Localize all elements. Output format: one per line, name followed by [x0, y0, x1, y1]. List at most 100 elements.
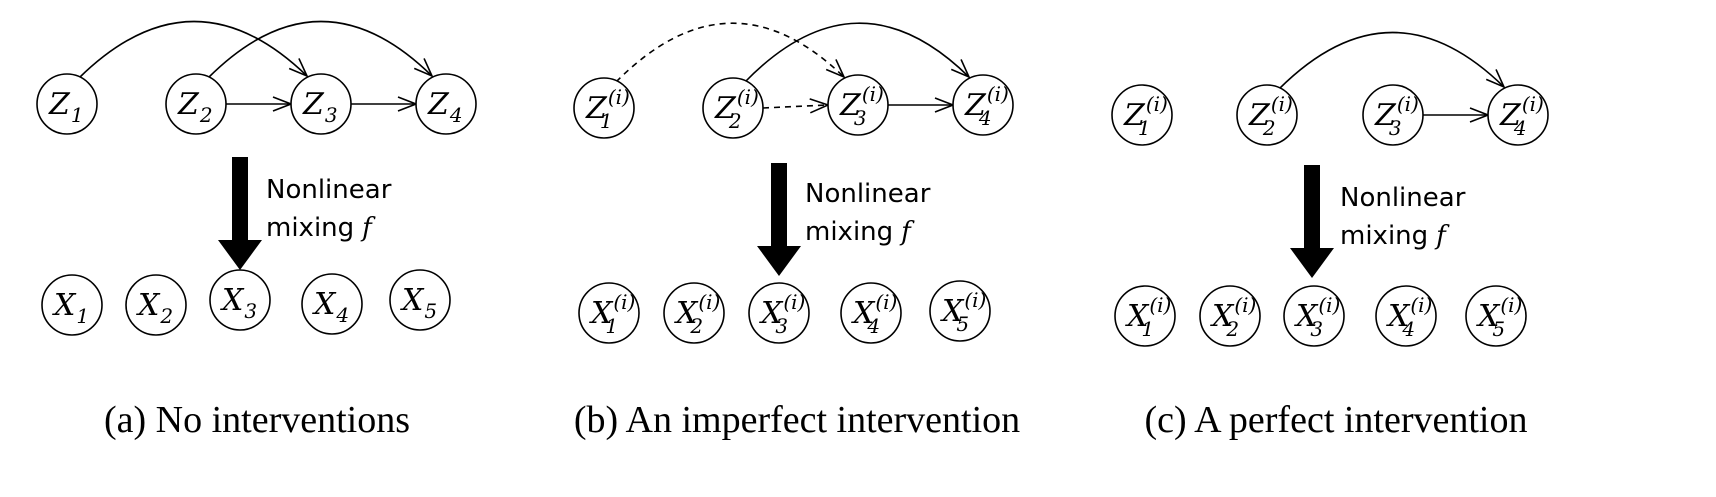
observed-node-x3-label: X(i) 3 [759, 290, 805, 338]
latent-node-z3-circle [1362, 84, 1424, 146]
latent-node-z4-label: Z(i) 4 [964, 82, 1009, 130]
observed-node-x5-label: X(i) 5 [940, 288, 986, 336]
latent-node-z1-label: Z(i) 1 [585, 85, 630, 133]
observed-node-x3: X(i) 3 [1283, 285, 1345, 347]
mixing-arrow-shaft [1304, 165, 1320, 252]
mixing-arrow-head [757, 246, 801, 276]
observed-node-x4-label: X(i) 4 [1386, 293, 1432, 341]
latent-node-z3-label: Z3 [302, 87, 338, 127]
mixing-label-line2: mixing f [266, 213, 376, 243]
observed-node-x5-circle [389, 269, 451, 331]
panel-caption: (b) An imperfect intervention [574, 399, 1020, 441]
latent-node-z2-circle [1236, 84, 1298, 146]
latent-node-z1-label: Z(i) 1 [1123, 92, 1168, 140]
observed-node-x1-label: X(i) 1 [1125, 293, 1171, 341]
observed-node-x4-circle [1375, 285, 1437, 347]
observed-node-x2-label: X2 [136, 288, 173, 328]
latent-node-z4: Z(i) 4 [952, 74, 1014, 136]
observed-node-x5: X5 [389, 269, 451, 331]
observed-node-x4-circle [301, 273, 363, 335]
latent-node-z2-label: Z(i) 2 [1248, 92, 1293, 140]
latent-node-z3-circle [827, 74, 889, 136]
mixing-label-line1: Nonlinear [805, 179, 931, 209]
latent-node-z4-circle [952, 74, 1014, 136]
observed-node-x1: X(i) 1 [578, 282, 640, 344]
latent-node-z4: Z(i) 4 [1487, 84, 1549, 146]
panel-a: Z1 Z2 Z3 Z4 X1 X2 X3 X4 X5 Nonlinear mixing f (a) No… [36, 20, 477, 441]
latent-node-z3-circle [290, 73, 352, 135]
latent-node-z4-label: Z(i) 4 [1499, 92, 1544, 140]
observed-node-x5: X(i) 5 [929, 280, 991, 342]
latent-node-z4-label: Z4 [427, 87, 463, 127]
panel-caption: (a) No interventions [104, 399, 410, 441]
observed-node-x5: X(i) 5 [1465, 285, 1527, 347]
latent-node-z1-circle [36, 73, 98, 135]
observed-node-x3-circle [748, 282, 810, 344]
observed-node-x4: X(i) 4 [1375, 285, 1437, 347]
panel-b: Z(i) 1 Z(i) 2 Z(i) 3 Z(i) 4 X(i) 1 X(i) 2 X(i) 3 X(i) 4… [573, 22, 1020, 441]
latent-node-z2-circle [702, 77, 764, 139]
observed-node-x2: X(i) 2 [1199, 285, 1261, 347]
latent-node-z3: Z(i) 3 [827, 74, 889, 136]
observed-node-x1: X1 [41, 274, 103, 336]
observed-node-x2: X2 [125, 274, 187, 336]
observed-node-x1-label: X1 [52, 288, 89, 328]
observed-node-x4-label: X4 [312, 287, 349, 327]
latent-node-z2: Z2 [165, 73, 227, 135]
observed-node-x3-label: X(i) 3 [1294, 293, 1340, 341]
observed-node-x3-label: X3 [220, 283, 257, 323]
edge-z2-z3 [762, 105, 828, 108]
latent-node-z2-label: Z(i) 2 [714, 85, 759, 133]
edge-z2-z4 [207, 20, 432, 79]
edge-z1-z3 [78, 20, 307, 79]
latent-node-z1: Z(i) 1 [573, 77, 635, 139]
observed-node-x3-circle [1283, 285, 1345, 347]
latent-node-z4-circle [1487, 84, 1549, 146]
observed-node-x2-circle [125, 274, 187, 336]
mixing-label-line1: Nonlinear [266, 175, 392, 205]
observed-node-x4: X4 [301, 273, 363, 335]
edge-z1-z3 [615, 22, 844, 83]
latent-node-z2: Z(i) 2 [1236, 84, 1298, 146]
latent-node-z4-circle [415, 73, 477, 135]
observed-node-x2-label: X(i) 2 [1210, 293, 1256, 341]
latent-node-z2-label: Z2 [177, 87, 213, 127]
edge-z2-z4 [744, 22, 969, 83]
latent-node-z3-label: Z(i) 3 [1374, 92, 1419, 140]
observed-node-x2-label: X(i) 2 [674, 290, 720, 338]
observed-node-x4: X(i) 4 [840, 282, 902, 344]
latent-node-z3-label: Z(i) 3 [839, 82, 884, 130]
observed-node-x1: X(i) 1 [1114, 285, 1176, 347]
observed-node-x2-circle [663, 282, 725, 344]
observed-node-x5-circle [1465, 285, 1527, 347]
latent-node-z3: Z3 [290, 73, 352, 135]
mixing-arrow-shaft [771, 163, 787, 250]
observed-node-x4-circle [840, 282, 902, 344]
mixing-label-line1: Nonlinear [1340, 183, 1466, 213]
observed-node-x1-circle [41, 274, 103, 336]
observed-node-x3: X(i) 3 [748, 282, 810, 344]
latent-node-z1-label: Z1 [48, 87, 84, 127]
edge-z2-z4 [1278, 31, 1504, 90]
observed-node-x1-circle [578, 282, 640, 344]
latent-node-z1-circle [1111, 84, 1173, 146]
latent-node-z4: Z4 [415, 73, 477, 135]
latent-node-z2: Z(i) 2 [702, 77, 764, 139]
mixing-label-line2: mixing f [1340, 221, 1450, 251]
latent-node-z1: Z(i) 1 [1111, 84, 1173, 146]
latent-node-z3: Z(i) 3 [1362, 84, 1424, 146]
observed-node-x5-label: X(i) 5 [1476, 293, 1522, 341]
observed-node-x1-label: X(i) 1 [589, 290, 635, 338]
mixing-arrow-head [1290, 248, 1334, 278]
observed-node-x4-label: X(i) 4 [851, 290, 897, 338]
mixing-arrow-shaft [232, 157, 248, 244]
latent-node-z1-circle [573, 77, 635, 139]
observed-node-x2-circle [1199, 285, 1261, 347]
latent-node-z2-circle [165, 73, 227, 135]
observed-node-x1-circle [1114, 285, 1176, 347]
observed-node-x2: X(i) 2 [663, 282, 725, 344]
observed-node-x5-label: X5 [400, 283, 437, 323]
mixing-label-line2: mixing f [805, 217, 915, 247]
observed-node-x5-circle [929, 280, 991, 342]
